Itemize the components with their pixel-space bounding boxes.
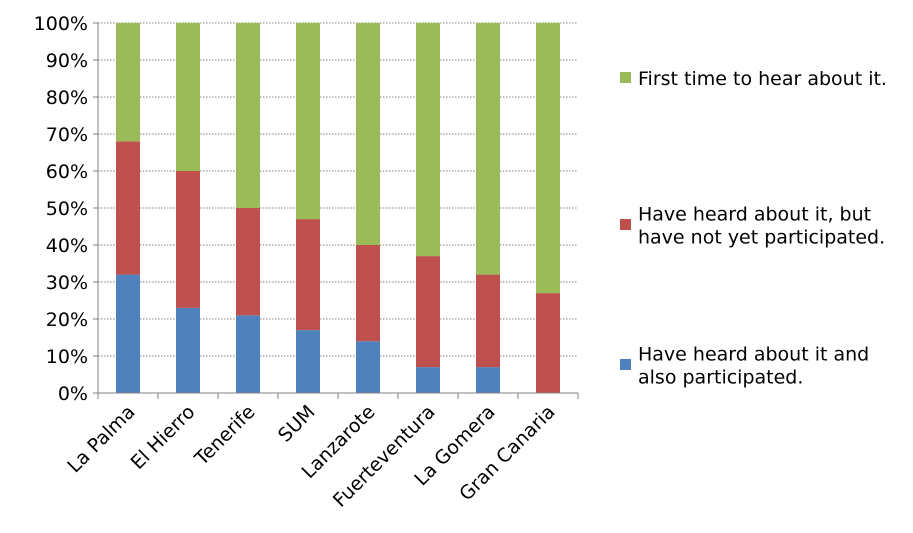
legend-label: Have heard about it, but [638,204,871,226]
y-tick-label: 30% [46,272,88,294]
bar-la-gomera-have-heard-about-it-and-also-p [476,367,500,393]
bar-lanzarote-have-heard-about-it-but-have-n [356,245,380,342]
axes [93,22,579,399]
y-tick-label: 100% [34,13,88,35]
bar-fuerteventura-have-heard-about-it-but-have-n [416,256,440,368]
legend-swatch-have-heard-about-it-and-also-p [620,359,631,370]
y-tick-labels: 0% 10% 20% 30% 40% 50% 60% 70% 80% 90% 100% [34,13,88,405]
bar-sum-have-heard-about-it-and-also-p [296,330,320,393]
legend-swatch-have-heard-about-it-but-have-n [620,219,631,230]
bar-la-palma-have-heard-about-it-but-have-n [116,141,140,275]
bar-la-palma-first-time-to-hear-about-it [116,23,140,142]
bars [116,23,560,393]
x-category-label-el-hierro: El Hierro [127,401,200,474]
x-category-label-la-palma: La Palma [63,401,139,477]
bar-la-gomera-first-time-to-hear-about-it [476,23,500,275]
bar-el-hierro-have-heard-about-it-and-also-p [176,307,200,393]
x-category-label-sum: SUM [274,401,320,447]
bar-lanzarote-first-time-to-hear-about-it [356,23,380,245]
legend-label: also participated. [638,367,803,389]
y-tick-label: 0% [58,383,88,405]
legend-swatch-first-time-to-hear-about-it [620,72,631,83]
bar-lanzarote-have-heard-about-it-and-also-p [356,341,380,393]
bar-tenerife-have-heard-about-it-and-also-p [236,315,260,393]
bar-gran-canaria-first-time-to-hear-about-it [536,23,560,294]
bar-gran-canaria-have-heard-about-it-but-have-n [536,293,560,393]
x-category-label-fuerteventura: Fuerteventura [329,401,440,512]
bar-tenerife-first-time-to-hear-about-it [236,23,260,208]
bar-sum-first-time-to-hear-about-it [296,23,320,220]
y-tick-label: 70% [46,124,88,146]
legend: First time to hear about it. Have heard a… [620,68,887,389]
y-tick-label: 80% [46,87,88,109]
bar-el-hierro-have-heard-about-it-but-have-n [176,171,200,308]
bar-fuerteventura-have-heard-about-it-and-also-p [416,367,440,393]
legend-label: Have heard about it and [638,344,869,366]
x-category-label-tenerife: Tenerife [190,401,259,470]
bar-sum-have-heard-about-it-but-have-n [296,219,320,331]
bar-fuerteventura-first-time-to-hear-about-it [416,23,440,257]
y-tick-label: 60% [46,161,88,183]
legend-label: have not yet participated. [638,227,885,249]
bar-la-gomera-have-heard-about-it-but-have-n [476,274,500,368]
y-tick-label: 50% [46,198,88,220]
y-tick-label: 20% [46,309,88,331]
legend-label: First time to hear about it. [638,68,887,90]
gridlines [98,22,578,357]
bar-el-hierro-first-time-to-hear-about-it [176,23,200,171]
y-tick-label: 90% [46,50,88,72]
y-tick-label: 10% [46,346,88,368]
y-tick-label: 40% [46,235,88,257]
bar-la-palma-have-heard-about-it-and-also-p [116,274,140,393]
bar-tenerife-have-heard-about-it-but-have-n [236,208,260,316]
